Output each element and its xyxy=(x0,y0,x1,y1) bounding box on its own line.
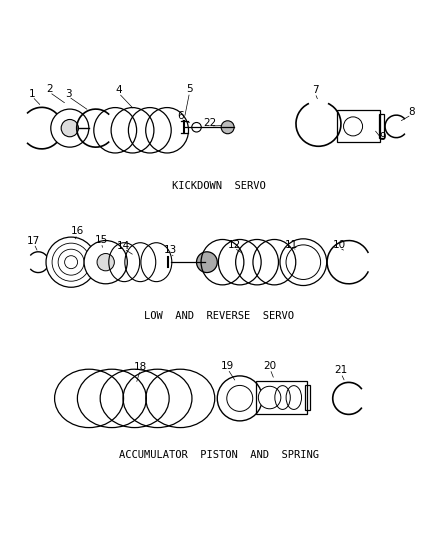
Text: ACCUMULATOR  PISTON  AND  SPRING: ACCUMULATOR PISTON AND SPRING xyxy=(119,450,319,459)
Text: 5: 5 xyxy=(186,84,193,94)
Text: 3: 3 xyxy=(65,88,72,99)
Circle shape xyxy=(97,254,114,271)
Text: 9: 9 xyxy=(379,132,386,142)
Circle shape xyxy=(258,386,281,409)
Text: KICKDOWN  SERVO: KICKDOWN SERVO xyxy=(172,182,266,191)
Bar xyxy=(379,114,384,138)
Circle shape xyxy=(61,119,78,137)
Text: 20: 20 xyxy=(264,361,276,371)
Text: 14: 14 xyxy=(117,241,131,251)
Text: 1: 1 xyxy=(29,88,35,99)
Text: 22: 22 xyxy=(204,118,217,128)
Bar xyxy=(305,385,310,410)
Text: 2: 2 xyxy=(46,84,53,94)
Text: 17: 17 xyxy=(27,236,41,246)
Circle shape xyxy=(51,109,89,147)
Text: LOW  AND  REVERSE  SERVO: LOW AND REVERSE SERVO xyxy=(144,311,294,321)
Circle shape xyxy=(221,121,234,134)
Text: 10: 10 xyxy=(332,240,346,250)
Text: 21: 21 xyxy=(334,365,348,375)
Circle shape xyxy=(343,117,363,136)
Text: 15: 15 xyxy=(95,235,108,245)
Circle shape xyxy=(84,240,127,284)
Text: 12: 12 xyxy=(227,240,241,250)
Text: 18: 18 xyxy=(134,362,147,372)
Text: 16: 16 xyxy=(71,226,84,236)
Circle shape xyxy=(197,252,217,272)
Bar xyxy=(337,110,380,142)
Text: 13: 13 xyxy=(164,245,177,255)
Circle shape xyxy=(192,123,201,132)
Circle shape xyxy=(46,237,96,287)
Text: 11: 11 xyxy=(285,240,298,250)
Text: 6: 6 xyxy=(177,111,184,121)
Bar xyxy=(256,381,307,414)
Text: 19: 19 xyxy=(221,361,234,371)
Text: 8: 8 xyxy=(408,107,415,117)
Text: 7: 7 xyxy=(312,85,318,95)
Text: 4: 4 xyxy=(115,85,122,95)
